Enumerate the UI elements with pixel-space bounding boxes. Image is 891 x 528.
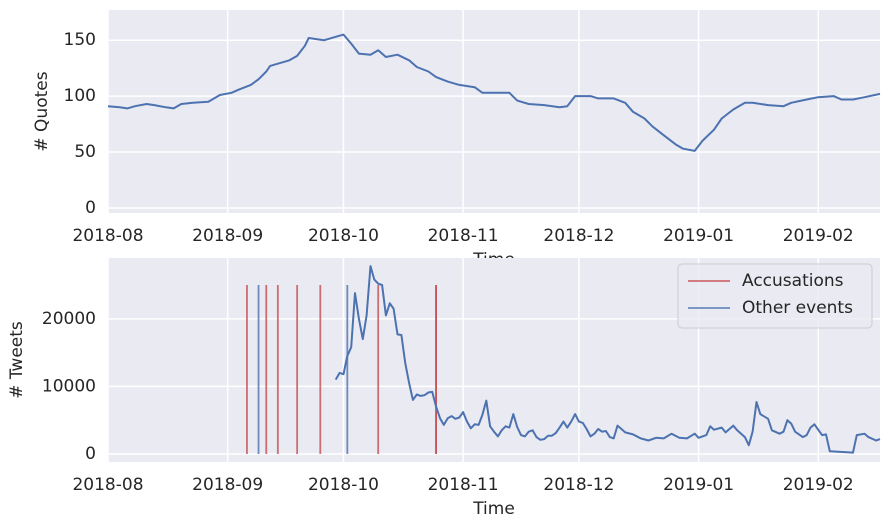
legend-label: Other events bbox=[742, 298, 853, 318]
legend-label: Accusations bbox=[742, 271, 844, 291]
x-tick-label: 2018-12 bbox=[543, 226, 614, 246]
legend-box bbox=[677, 263, 873, 329]
data-line bbox=[107, 33, 881, 152]
x-tick-label: 2019-01 bbox=[663, 475, 734, 495]
y-tick-label: 0 bbox=[85, 198, 96, 218]
x-tick-label: 2019-02 bbox=[783, 475, 854, 495]
x-tick-label: 2018-10 bbox=[308, 226, 379, 246]
y-axis-label: # Tweets bbox=[7, 321, 27, 399]
x-tick-label: 2018-11 bbox=[428, 226, 499, 246]
data-line bbox=[334, 265, 881, 454]
x-tick-label: 2018-09 bbox=[192, 226, 263, 246]
x-axis-label: Time bbox=[472, 499, 515, 519]
x-tick-label: 2018-11 bbox=[428, 475, 499, 495]
y-tick-label: 0 bbox=[85, 444, 96, 464]
x-tick-label: 2019-01 bbox=[663, 226, 734, 246]
x-tick-label: 2019-02 bbox=[783, 226, 854, 246]
y-axis-label: # Quotes bbox=[32, 71, 52, 151]
y-tick-label: 20000 bbox=[42, 309, 96, 329]
x-tick-label: 2018-08 bbox=[72, 226, 143, 246]
x-tick-label: 2018-08 bbox=[72, 475, 143, 495]
x-tick-label: 2018-09 bbox=[192, 475, 263, 495]
y-tick-label: 100 bbox=[64, 86, 96, 106]
y-tick-label: 50 bbox=[74, 142, 96, 162]
plot-area bbox=[108, 10, 880, 213]
y-tick-label: 10000 bbox=[42, 376, 96, 396]
x-tick-label: 2018-10 bbox=[308, 475, 379, 495]
x-tick-label: 2018-12 bbox=[543, 475, 614, 495]
y-tick-label: 150 bbox=[64, 30, 96, 50]
